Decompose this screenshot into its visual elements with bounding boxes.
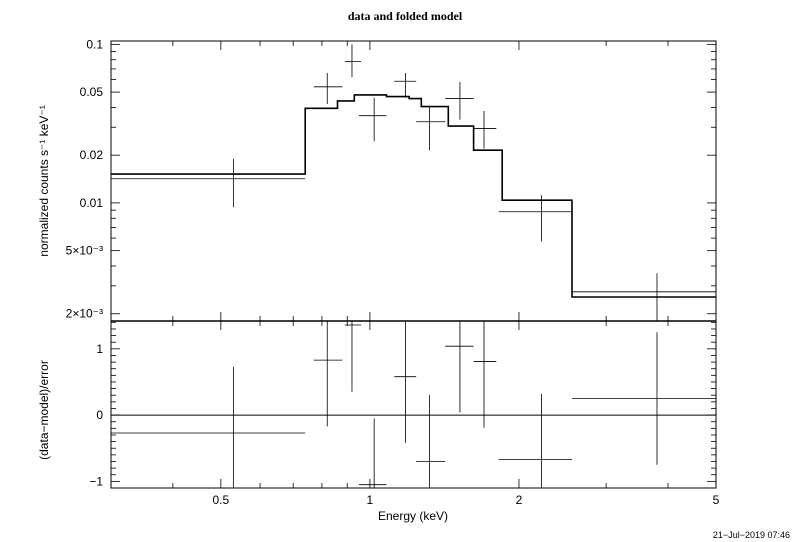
top-panel-ticks: 0.1 0.05 0.02 0.01 5×10⁻³ 2×10⁻³ bbox=[66, 37, 717, 321]
y-tick-label-bottom: −1 bbox=[89, 474, 103, 488]
y-tick-label-top: 0.01 bbox=[80, 196, 104, 210]
model-step-line bbox=[111, 94, 716, 298]
x-tick-label: 0.5 bbox=[213, 493, 230, 507]
top-panel-frame bbox=[110, 40, 717, 322]
x-tick-label: 2 bbox=[516, 493, 523, 507]
y-axis-label-top: normalized counts s⁻¹ keV⁻¹ bbox=[37, 105, 51, 256]
y-tick-label-bottom: 1 bbox=[96, 342, 103, 356]
top-panel-marks bbox=[111, 44, 716, 321]
y-tick-label-top: 0.05 bbox=[80, 85, 104, 99]
x-axis-label: Energy (keV) bbox=[378, 509, 448, 523]
chart-title: data and folded model bbox=[348, 9, 463, 23]
y-tick-label-top: 2×10⁻³ bbox=[66, 307, 103, 321]
x-tick-label: 5 bbox=[713, 493, 720, 507]
bottom-panel-ticks: 0.5 1 2 5 1 0 −1 bbox=[89, 321, 720, 507]
y-axis-label-bottom: (data−model)/error bbox=[37, 360, 51, 460]
bottom-panel-frame bbox=[110, 320, 717, 489]
y-tick-label-top: 5×10⁻³ bbox=[66, 244, 103, 258]
bottom-panel-marks bbox=[111, 320, 716, 488]
y-tick-label-top: 0.02 bbox=[80, 148, 104, 162]
y-tick-label-top: 0.1 bbox=[86, 37, 103, 51]
x-tick-label: 1 bbox=[367, 493, 374, 507]
y-tick-label-bottom: 0 bbox=[96, 408, 103, 422]
timestamp: 21−Jul−2019 07:46 bbox=[713, 530, 790, 540]
